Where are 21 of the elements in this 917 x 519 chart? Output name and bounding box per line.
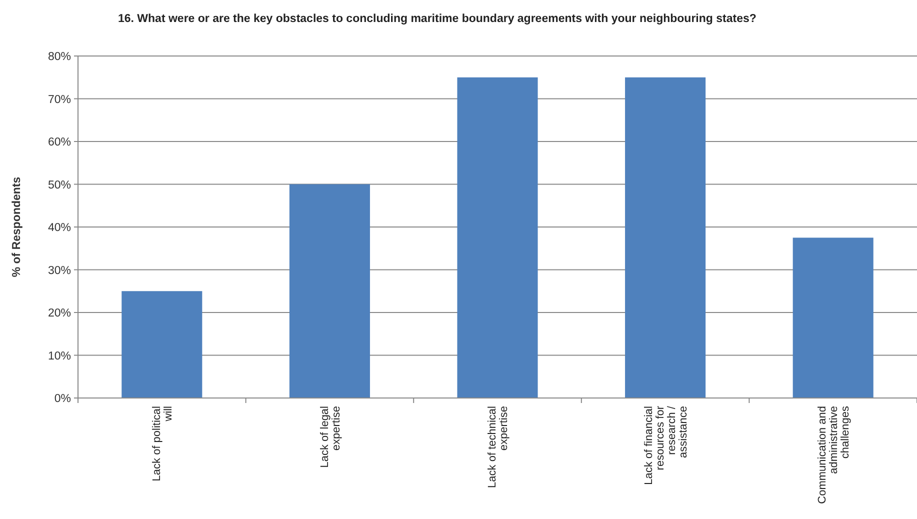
x-tick-label: Lack of legal expertise	[318, 406, 342, 468]
y-tick-label: 40%	[48, 222, 71, 234]
y-tick-label: 30%	[48, 264, 71, 277]
bar	[289, 184, 370, 398]
chart-title: 16. What were or are the key obstacles to concluding maritime boundary agreements with your neighbouring states?	[118, 13, 756, 25]
y-axis-title: % of Respondents	[11, 176, 23, 278]
bar	[457, 77, 538, 398]
y-tick-label: 20%	[48, 308, 71, 320]
x-tick-label: Lack of technical expertise	[486, 406, 510, 488]
x-tick-label: Communication and administrative challenges	[816, 406, 852, 504]
y-tick-label: 70%	[48, 94, 71, 106]
bar	[625, 77, 706, 398]
y-tick-label: 60%	[48, 136, 71, 149]
y-tick-label: 0%	[54, 393, 71, 406]
x-tick-label: Lack of political will	[151, 406, 174, 482]
y-tick-label: 10%	[48, 350, 71, 362]
bar	[122, 291, 202, 398]
y-tick-label: 50%	[48, 179, 71, 192]
y-tick-label: 80%	[48, 51, 71, 64]
bar	[792, 238, 874, 398]
x-tick-label: Lack of financial resources for research / assistance	[642, 405, 690, 485]
